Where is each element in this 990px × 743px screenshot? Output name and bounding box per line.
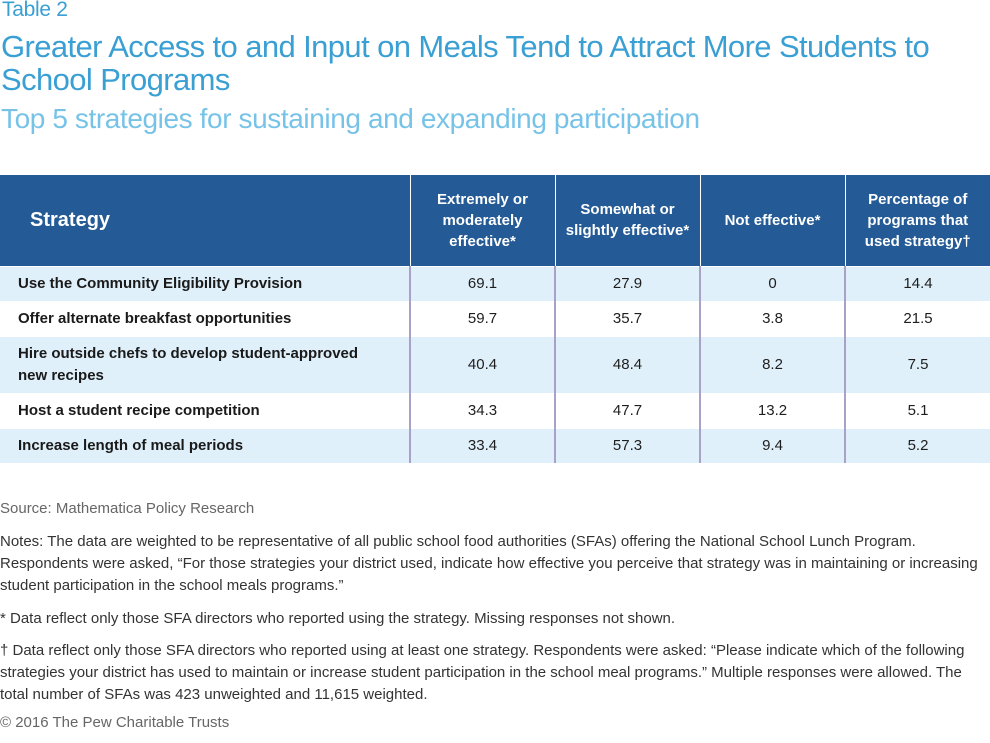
not-effective-cell: 13.2 xyxy=(699,392,845,428)
not-effective-cell: 0 xyxy=(699,265,845,301)
extremely-effective-cell: 59.7 xyxy=(409,300,555,336)
dagger-note: † Data reflect only those SFA directors … xyxy=(0,642,965,703)
notes-text: Notes: The data are weighted to be repre… xyxy=(0,533,978,594)
table-row: Host a student recipe competition 34.3 4… xyxy=(0,392,990,428)
percentage-used-cell: 14.4 xyxy=(844,265,990,301)
percentage-used-cell: 5.1 xyxy=(844,392,990,428)
table-row: Increase length of meal periods 33.4 57.… xyxy=(0,427,990,463)
table-row: Hire outside chefs to develop student-ap… xyxy=(0,335,990,393)
column-header-percentage-used: Percentage of programs that used strateg… xyxy=(844,175,990,266)
extremely-effective-cell: 40.4 xyxy=(409,335,555,393)
table-header-row: Strategy Extremely or moderately effecti… xyxy=(0,175,990,266)
extremely-effective-cell: 69.1 xyxy=(409,265,555,301)
strategies-table: Strategy Extremely or moderately effecti… xyxy=(0,175,990,463)
footnotes: Source: Mathematica Policy Research Note… xyxy=(0,498,990,734)
page-title: Greater Access to and Input on Meals Ten… xyxy=(1,29,930,97)
strategy-cell: Host a student recipe competition xyxy=(0,392,410,428)
column-header-extremely-effective: Extremely or moderately effective* xyxy=(409,175,555,266)
not-effective-cell: 8.2 xyxy=(699,335,845,393)
copyright: © 2016 The Pew Charitable Trusts xyxy=(0,714,230,731)
table-row: Use the Community Eligibility Provision … xyxy=(0,265,990,301)
source-note: Source: Mathematica Policy Research xyxy=(0,500,255,517)
percentage-used-cell: 21.5 xyxy=(844,300,990,336)
extremely-effective-cell: 34.3 xyxy=(409,392,555,428)
table-row: Offer alternate breakfast opportunities … xyxy=(0,300,990,336)
extremely-effective-cell: 33.4 xyxy=(409,427,555,463)
percentage-used-cell: 7.5 xyxy=(844,335,990,393)
column-header-not-effective: Not effective* xyxy=(699,175,845,266)
table-label: Table 2 xyxy=(2,0,68,21)
column-header-somewhat-effective: Somewhat or slightly effective* xyxy=(554,175,700,266)
strategy-cell: Hire outside chefs to develop student-ap… xyxy=(0,335,410,393)
not-effective-cell: 9.4 xyxy=(699,427,845,463)
strategy-cell: Increase length of meal periods xyxy=(0,427,410,463)
column-header-strategy: Strategy xyxy=(0,175,410,266)
somewhat-effective-cell: 47.7 xyxy=(554,392,700,428)
not-effective-cell: 3.8 xyxy=(699,300,845,336)
somewhat-effective-cell: 48.4 xyxy=(554,335,700,393)
somewhat-effective-cell: 57.3 xyxy=(554,427,700,463)
strategy-cell: Offer alternate breakfast opportunities xyxy=(0,300,410,336)
somewhat-effective-cell: 27.9 xyxy=(554,265,700,301)
asterisk-note: * Data reflect only those SFA directors … xyxy=(0,610,676,627)
percentage-used-cell: 5.2 xyxy=(844,427,990,463)
page-subtitle: Top 5 strategies for sustaining and expa… xyxy=(1,103,700,134)
strategy-cell: Use the Community Eligibility Provision xyxy=(0,265,410,301)
somewhat-effective-cell: 35.7 xyxy=(554,300,700,336)
